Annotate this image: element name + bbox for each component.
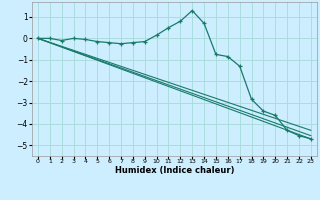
- X-axis label: Humidex (Indice chaleur): Humidex (Indice chaleur): [115, 166, 234, 175]
